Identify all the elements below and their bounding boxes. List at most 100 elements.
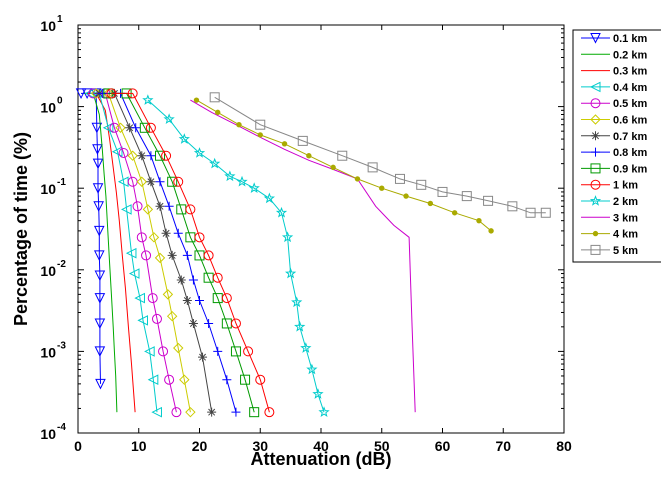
data-point	[507, 201, 518, 212]
data-point	[93, 201, 104, 212]
y-tick-label: 10	[40, 181, 56, 197]
legend-entry: 0.3 km	[581, 66, 647, 78]
data-point	[167, 250, 177, 260]
data-point	[171, 407, 182, 418]
data-point	[111, 146, 123, 158]
data-point	[188, 318, 198, 328]
series-line	[147, 99, 325, 413]
series-0.3-km	[87, 92, 136, 413]
data-point	[137, 151, 147, 161]
data-point	[92, 158, 104, 170]
data-point	[106, 88, 117, 99]
y-tick-exponent: -1	[57, 177, 66, 188]
data-point	[93, 225, 105, 237]
data-point	[281, 231, 294, 243]
data-point	[144, 346, 155, 357]
data-point	[300, 342, 312, 353]
data-point	[209, 157, 221, 169]
data-point	[488, 228, 494, 234]
legend-label: 0.4 km	[613, 82, 647, 94]
legend-label: 0.5 km	[613, 98, 647, 110]
legend-entry: 0.5 km	[581, 98, 647, 110]
data-point	[330, 164, 336, 171]
data-point	[284, 267, 297, 279]
data-point	[198, 352, 208, 362]
data-point	[209, 92, 220, 103]
data-point	[221, 293, 232, 304]
data-point	[155, 177, 165, 187]
legend-label: 0.2 km	[613, 49, 647, 61]
data-point	[437, 186, 448, 197]
data-point	[146, 177, 156, 187]
data-point	[212, 272, 223, 283]
data-point	[193, 97, 200, 103]
data-point	[120, 204, 132, 215]
legend-marker	[591, 147, 600, 157]
series-line	[196, 99, 492, 232]
data-point	[147, 293, 158, 304]
data-point	[94, 270, 106, 282]
data-point	[161, 150, 172, 161]
data-point	[451, 210, 458, 216]
legend-entry: 3 km	[581, 212, 638, 224]
data-point	[93, 250, 105, 262]
data-point	[92, 183, 104, 194]
data-point	[134, 292, 145, 304]
data-point	[394, 173, 405, 184]
series-line	[87, 92, 136, 413]
data-point	[176, 275, 186, 285]
data-point	[195, 296, 204, 306]
data-point	[427, 200, 434, 207]
legend-marker	[589, 81, 601, 93]
data-point	[213, 346, 223, 356]
data-point	[179, 374, 190, 385]
data-point	[291, 296, 303, 308]
data-point	[222, 375, 232, 385]
data-point	[158, 346, 169, 357]
data-point	[145, 122, 156, 133]
data-point	[275, 206, 288, 218]
data-point	[379, 185, 385, 191]
series-line	[102, 92, 237, 413]
legend-entry: 1 km	[581, 179, 638, 192]
data-point	[182, 250, 192, 260]
x-axis-label: Attenuation (dB)	[251, 449, 392, 469]
x-tick-label: 40	[313, 438, 329, 454]
data-point	[141, 250, 152, 261]
data-point	[248, 182, 260, 193]
legend-label: 0.7 km	[613, 131, 647, 143]
legend-label: 0.6 km	[613, 115, 647, 127]
data-point	[476, 217, 482, 224]
data-point	[297, 135, 308, 146]
data-point	[163, 113, 175, 125]
data-point	[257, 132, 263, 138]
data-point	[164, 201, 174, 211]
x-tick-label: 0	[74, 438, 82, 454]
data-point	[128, 268, 140, 279]
legend-label: 0.9 km	[613, 163, 647, 175]
data-point	[75, 88, 87, 100]
data-point	[173, 342, 184, 354]
data-point	[204, 318, 214, 328]
data-point	[91, 122, 103, 134]
data-point	[147, 374, 159, 386]
data-point	[263, 192, 275, 204]
data-point	[94, 293, 106, 304]
data-point	[155, 150, 166, 161]
data-point	[182, 296, 192, 306]
data-point	[164, 374, 175, 385]
data-point	[312, 388, 324, 399]
series-4-km	[193, 97, 494, 234]
data-point	[139, 122, 150, 133]
data-point	[92, 144, 103, 155]
data-point	[118, 148, 129, 159]
series-line	[93, 92, 177, 413]
data-point	[243, 346, 254, 357]
legend-label: 1 km	[613, 180, 638, 192]
series-line	[96, 92, 191, 413]
legend-entry: 0.8 km	[581, 147, 647, 159]
data-point	[142, 94, 154, 105]
legend-marker	[590, 98, 601, 109]
data-point	[255, 374, 266, 385]
